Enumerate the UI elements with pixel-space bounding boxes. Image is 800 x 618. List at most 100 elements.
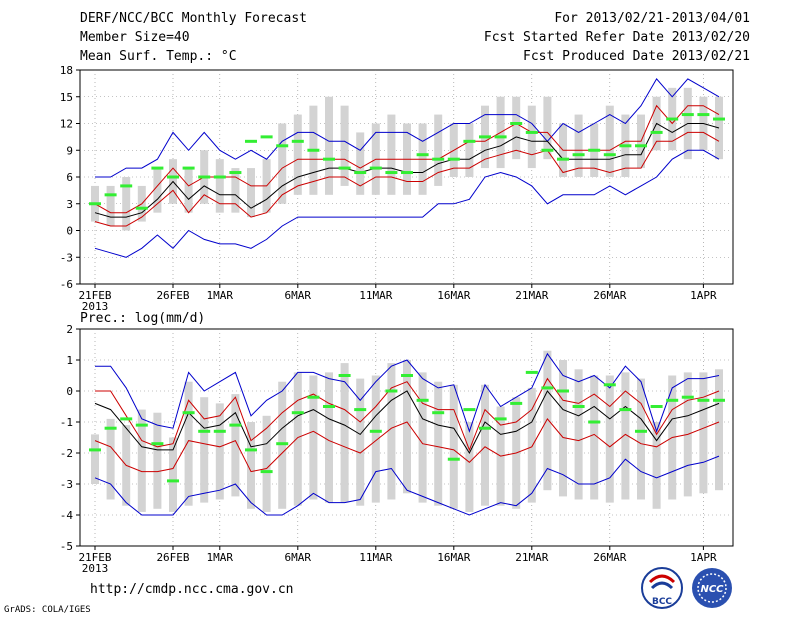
prec-x-tick-label: 6MAR (285, 551, 312, 564)
source-url[interactable]: http://cmdp.ncc.cma.gov.cn (90, 582, 294, 597)
temp-min-line (94, 149, 720, 258)
prec-ensemble-box (215, 403, 224, 500)
prec-ensemble-box (356, 378, 365, 506)
temp-x-tick-sublabel: 2013 (82, 300, 109, 313)
prec-ensemble-box (340, 363, 349, 503)
prec-ensemble-box (91, 434, 99, 484)
prec-y-tick-label: 2 (66, 323, 73, 336)
prec-ensemble-box (231, 394, 240, 497)
temp-ensemble-box (434, 114, 443, 186)
prec-y-tick-label: -3 (60, 478, 73, 491)
prec-x-tick-label: 1APR (690, 551, 717, 564)
temp-ensemble-box (184, 168, 193, 213)
prec-ensemble-box (574, 369, 583, 500)
prec-x-tick-label: 21FEB (78, 551, 111, 564)
bcc-logo-text: BCC (652, 597, 672, 607)
temp-ensemble-box (106, 185, 115, 227)
temp-p10-line (94, 131, 720, 227)
temp-y-tick-label: 6 (66, 171, 73, 184)
temp-ensemble-box (325, 96, 333, 195)
temp-ensemble-box (278, 123, 287, 204)
prec-ensemble-box (309, 375, 318, 500)
prec-x-tick-label: 26MAR (593, 551, 626, 564)
temp-ensemble-box (512, 96, 521, 160)
prec-ensemble-box (169, 437, 177, 512)
temp-x-tick-label: 1MAR (207, 289, 234, 302)
temp-ensemble-box (231, 168, 240, 213)
prec-ensemble-box (652, 422, 661, 509)
prec-median-line (94, 390, 720, 455)
prec-y-tick-label: -2 (60, 447, 73, 460)
prec-max-line (95, 352, 720, 433)
temp-x-tick-label: 6MAR (285, 289, 312, 302)
grads-credit: GrADS: COLA/IGES (4, 605, 91, 615)
temp-ensemble-box (215, 159, 224, 213)
bcc-logo-icon: BCC (641, 567, 683, 609)
prec-ensemble-box (590, 375, 599, 500)
prec-ensemble-box (449, 384, 458, 509)
forecast-start-label: Fcst Started Refer Date 2013/02/20 (483, 30, 750, 45)
prec-ensemble-box (465, 422, 474, 512)
temp-y-tick-label: 0 (66, 225, 73, 238)
chart-title: DERF/NCC/BCC Monthly Forecast (80, 11, 307, 26)
prec-x-tick-label: 16MAR (437, 551, 470, 564)
prec-ensemble-box (527, 387, 536, 503)
prec-ensemble-box (605, 375, 614, 503)
temp-ensemble-box (465, 123, 474, 177)
prec-y-tick-label: -5 (60, 540, 73, 553)
prec-ensemble-box (543, 350, 552, 491)
prec-y-tick-label: 1 (66, 354, 73, 367)
temp-y-tick-label: -6 (60, 278, 73, 291)
prec-ensemble-box (715, 369, 723, 491)
temp-x-tick-label: 21FEB (78, 289, 111, 302)
prec-ensemble-box (559, 360, 567, 497)
prec-ensemble-box (325, 372, 333, 503)
prec-x-tick-label: 1MAR (207, 551, 234, 564)
prec-ensemble-box (434, 381, 443, 506)
temp-max-line (95, 78, 720, 178)
prec-ensemble-box (387, 363, 396, 500)
prec-ensemble-box (106, 418, 115, 500)
prec-ensemble-box (137, 409, 146, 512)
temp-ensemble-box (527, 105, 536, 169)
temp-x-tick-label: 26MAR (593, 289, 626, 302)
temp-x-tick-label: 26FEB (156, 289, 189, 302)
prec-ensemble-box (637, 378, 645, 500)
prec-plot-frame (79, 328, 734, 547)
temp-x-tick-label: 21MAR (515, 289, 548, 302)
prec-min-line (94, 455, 720, 516)
prec-ensemble-box (418, 372, 427, 503)
prec-ensemble-box (293, 372, 302, 506)
prec-ensemble-box (184, 381, 193, 506)
temp-ensemble-box (293, 114, 302, 195)
forecast-produced-label: Fcst Produced Date 2013/02/21 (523, 49, 750, 64)
prec-y-tick-label: 0 (66, 385, 73, 398)
prec-ensemble-box (403, 360, 411, 494)
temp-ensemble-box (574, 114, 583, 177)
temp-y-tick-label: -3 (60, 251, 73, 264)
member-size-label: Member Size=40 (80, 30, 190, 45)
temp-p90-line (94, 104, 720, 214)
temp-y-tick-label: 3 (66, 198, 73, 211)
prec-ensemble-box (621, 372, 630, 500)
prec-ensemble-box (200, 397, 209, 503)
temp-y-tick-label: 9 (66, 144, 73, 157)
temp-ensemble-box (122, 177, 131, 231)
prec-ensemble-box (371, 375, 380, 503)
temp-ensemble-box (387, 114, 396, 195)
temp-ensemble-box (605, 105, 614, 177)
temp-ensemble-box (247, 168, 255, 218)
prec-x-tick-sublabel: 2013 (82, 562, 109, 575)
prec-ensemble-box (278, 381, 287, 509)
prec-ensemble-box (699, 372, 708, 494)
prec-x-tick-label: 26FEB (156, 551, 189, 564)
temp-y-tick-label: 15 (60, 91, 73, 104)
prec-p10-line (94, 418, 720, 473)
precip-panel-title: Prec.: log(mm/d) (80, 311, 205, 326)
forecast-period-label: For 2013/02/21-2013/04/01 (554, 11, 750, 26)
temp-ensemble-box (356, 132, 365, 195)
prec-x-tick-label: 21MAR (515, 551, 548, 564)
temp-x-tick-label: 1APR (690, 289, 717, 302)
prec-p90-line (95, 377, 720, 452)
